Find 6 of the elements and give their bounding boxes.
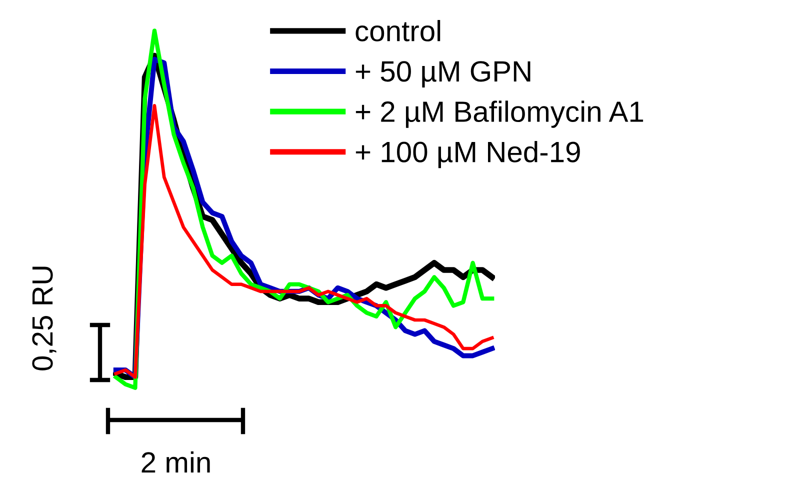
legend-label: + 50 µM GPN: [356, 61, 530, 88]
text: 2 min: [142, 451, 210, 473]
text: 0,25 RU: [32, 266, 56, 370]
legend-label: + 100 µM Ned-19: [356, 140, 580, 168]
legend-label: control: [356, 20, 440, 42]
legend-label: + 2 µM Bafilomycin A1: [356, 100, 644, 128]
